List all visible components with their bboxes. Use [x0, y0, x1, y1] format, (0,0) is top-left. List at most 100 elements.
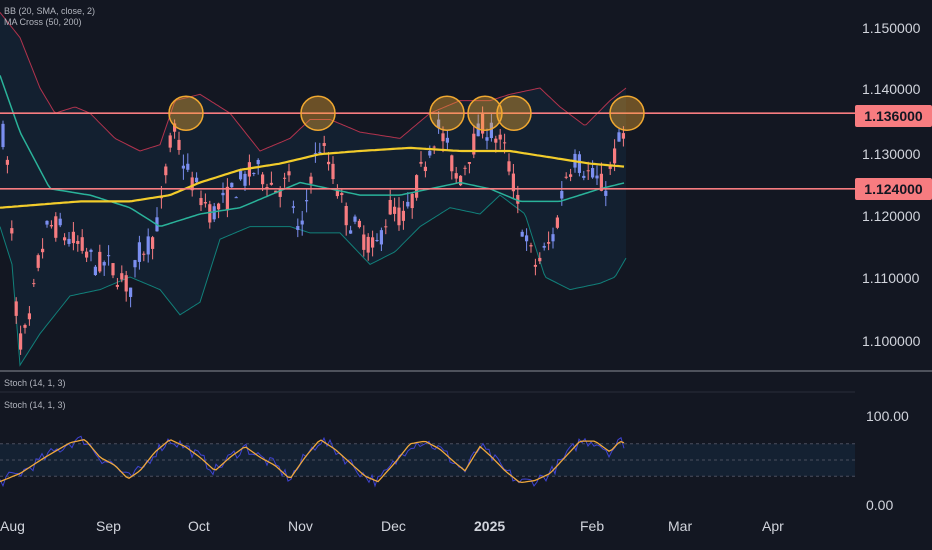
candle-body: [516, 194, 520, 204]
candle-body: [476, 123, 480, 137]
candle-body: [137, 242, 141, 262]
candle-body: [591, 168, 595, 178]
moving-average-lines: [0, 75, 625, 227]
candle-body: [142, 253, 146, 255]
candle-body: [318, 151, 322, 153]
time-label-feb: Feb: [580, 518, 605, 534]
candle-body: [331, 163, 335, 180]
price-tick-1110: 1.110000: [862, 270, 920, 286]
candle-body: [98, 251, 102, 272]
resistance-price-tag[interactable]: 1.136000: [855, 105, 932, 127]
candle-body: [555, 217, 559, 228]
candle-body: [58, 218, 62, 226]
candle-body: [327, 161, 331, 165]
candle-body: [256, 159, 260, 165]
candle-body: [437, 119, 441, 129]
candle-body: [261, 174, 265, 185]
candle-body: [551, 234, 555, 242]
candle-body: [300, 220, 304, 225]
candle-body: [529, 245, 533, 247]
support-price-tag[interactable]: 1.124000: [855, 178, 932, 200]
candle-body: [617, 132, 621, 142]
candle-body: [71, 231, 75, 244]
candle-body: [525, 235, 529, 242]
price-tick-1100: 1.100000: [862, 333, 921, 349]
stochastic-pane: [0, 435, 855, 488]
candle-body: [401, 210, 405, 221]
candle-body: [1, 123, 5, 148]
candle-body: [269, 182, 273, 185]
candle-body: [93, 266, 97, 276]
candle-body: [498, 134, 502, 140]
candle-body: [225, 186, 229, 211]
candle-body: [305, 200, 309, 202]
candle-body: [186, 163, 190, 170]
candle-body: [80, 237, 84, 251]
stoch-legend-top[interactable]: Stoch (14, 1, 3): [4, 378, 66, 388]
bollinger-legend[interactable]: BB (20, SMA, close, 2): [4, 6, 96, 16]
candle-body: [507, 161, 511, 172]
stoch-d-line: [0, 439, 625, 484]
candle-body: [428, 150, 432, 156]
candle-body: [102, 262, 106, 266]
candle-body: [322, 143, 326, 146]
touch-circle: [609, 95, 645, 131]
candle-body: [423, 166, 427, 172]
time-label-oct: Oct: [188, 518, 210, 534]
touch-circle: [168, 95, 204, 131]
candle-body: [181, 165, 185, 169]
candle-body: [472, 133, 476, 155]
touch-circle: [467, 95, 503, 131]
candle-body: [445, 137, 449, 143]
price-tick-1130: 1.130000: [862, 146, 921, 162]
candle-body: [10, 228, 14, 234]
candle-body: [604, 190, 608, 196]
candle-body: [159, 197, 163, 199]
candle-body: [481, 113, 485, 134]
candle-body: [415, 175, 419, 198]
horizontal-levels[interactable]: [0, 112, 855, 190]
stoch-legend[interactable]: Stoch (14, 1, 3): [4, 400, 66, 410]
candle-body: [393, 206, 397, 214]
candle-body: [54, 216, 58, 238]
candle-body: [5, 159, 9, 165]
candle-body: [291, 206, 295, 208]
candle-body: [494, 138, 498, 143]
candle-body: [76, 240, 80, 244]
ma50-line: [0, 75, 625, 227]
candle-body: [586, 170, 590, 172]
bb-upper-line: [0, 12, 627, 152]
candle-body: [379, 230, 383, 245]
candle-body: [410, 193, 414, 209]
resistance-touch-circles: [168, 95, 645, 131]
time-label-dec: Dec: [381, 518, 406, 534]
candle-body: [23, 324, 27, 328]
candle-body: [397, 207, 401, 226]
candle-body: [36, 255, 40, 268]
candle-body: [243, 173, 247, 186]
touch-circle: [429, 95, 465, 131]
touch-circle: [300, 95, 336, 131]
candle-body: [168, 135, 172, 148]
candle-body: [313, 153, 317, 155]
stoch-tick-0: 0.00: [866, 497, 894, 513]
ma200-line: [0, 146, 625, 209]
candle-body: [208, 204, 212, 223]
candle-body: [538, 257, 542, 262]
candle-body: [547, 242, 551, 244]
candle-body: [560, 190, 564, 199]
candle-body: [217, 203, 221, 210]
candle-body: [67, 238, 71, 244]
candle-body: [89, 249, 93, 252]
candle-body: [173, 123, 177, 132]
ma-cross-legend[interactable]: MA Cross (50, 200): [4, 17, 82, 27]
candle-body: [613, 148, 617, 164]
candle-body: [533, 264, 537, 267]
candle-body: [120, 273, 124, 280]
candle-body: [375, 240, 379, 242]
candle-body: [27, 313, 31, 320]
candle-body: [164, 166, 168, 176]
candle-body: [357, 220, 361, 228]
